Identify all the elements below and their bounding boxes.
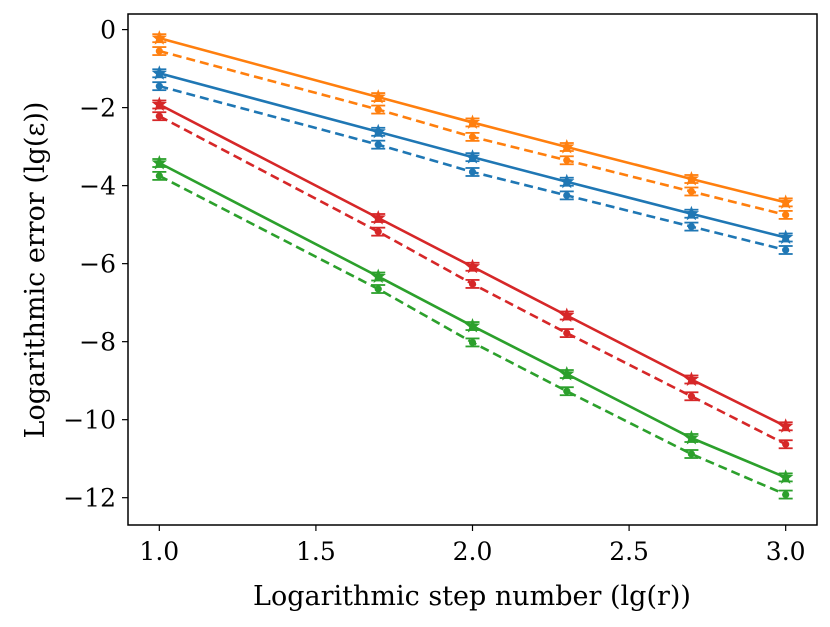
series-red-solid bbox=[151, 96, 794, 433]
data-point-star bbox=[559, 366, 575, 381]
series-orange-solid bbox=[151, 30, 794, 209]
data-point-star bbox=[370, 89, 386, 104]
plot-area: 1.0 1.5 2.0 2.5 3.0 0 −2 −4 −6 −8 −10 −12 bbox=[63, 13, 818, 566]
y-tick-label: −4 bbox=[79, 172, 116, 201]
y-tick-label: −12 bbox=[63, 484, 116, 513]
data-point-star bbox=[370, 210, 386, 225]
data-point-dot bbox=[563, 156, 571, 164]
data-point-star bbox=[370, 123, 386, 139]
data-point-star bbox=[464, 149, 481, 164]
series-blue-solid bbox=[151, 65, 794, 244]
series-blue-dashed bbox=[152, 81, 793, 255]
x-tick-label: 2.5 bbox=[609, 537, 649, 566]
data-point-dot bbox=[468, 280, 477, 288]
x-tick-label: 3.0 bbox=[766, 537, 806, 566]
data-point-dot bbox=[155, 112, 163, 120]
x-tick-label: 2.0 bbox=[453, 537, 493, 566]
data-point-star bbox=[683, 430, 700, 445]
data-point-star bbox=[370, 268, 386, 283]
data-point-star bbox=[683, 205, 700, 221]
data-point-star bbox=[559, 307, 575, 322]
x-tick-label: 1.5 bbox=[296, 537, 336, 566]
data-point-dot bbox=[687, 450, 696, 458]
data-point-dot bbox=[782, 246, 790, 254]
axes-frame bbox=[127, 13, 818, 526]
series-orange-dashed bbox=[152, 46, 793, 220]
data-point-star bbox=[464, 114, 481, 129]
data-point-dot bbox=[687, 392, 696, 400]
data-point-star bbox=[683, 371, 700, 386]
data-point-dot bbox=[374, 105, 382, 114]
y-tick-label: −8 bbox=[79, 328, 116, 357]
data-point-star bbox=[559, 173, 575, 189]
data-point-dot bbox=[374, 228, 382, 236]
data-point-star bbox=[559, 139, 575, 154]
data-point-star bbox=[778, 194, 794, 209]
series-green-dashed bbox=[152, 170, 793, 500]
y-tick-label: 0 bbox=[100, 16, 116, 45]
data-point-dot bbox=[155, 172, 163, 180]
data-point-star bbox=[151, 96, 167, 111]
series-line-red-dashed bbox=[158, 115, 787, 446]
data-point-star bbox=[778, 469, 794, 484]
series-line-green-solid bbox=[158, 161, 787, 479]
x-axis-label: Logarithmic step number (lg(r)) bbox=[253, 581, 691, 612]
data-point-dot bbox=[782, 440, 790, 448]
x-tick-label: 1.0 bbox=[139, 537, 179, 566]
series-line-red-solid bbox=[158, 103, 787, 428]
y-tick-label: −6 bbox=[79, 250, 116, 279]
y-tick-label: −10 bbox=[63, 406, 116, 435]
y-axis-label: Logarithmic error (lg(ε)) bbox=[20, 102, 51, 439]
data-point-dot bbox=[563, 191, 571, 199]
data-point-star bbox=[683, 171, 700, 186]
y-tick-label: −2 bbox=[79, 94, 116, 123]
data-point-dot bbox=[374, 285, 382, 293]
data-point-star bbox=[151, 30, 167, 45]
series-line-blue-solid bbox=[158, 72, 786, 239]
data-point-star bbox=[151, 65, 167, 80]
data-point-dot bbox=[155, 82, 163, 90]
series-layer bbox=[151, 30, 794, 500]
data-point-star bbox=[778, 229, 794, 244]
data-point-dot bbox=[563, 329, 571, 337]
data-point-dot bbox=[374, 141, 382, 149]
data-point-dot bbox=[563, 387, 571, 395]
series-line-blue-dashed bbox=[158, 84, 786, 252]
data-point-star bbox=[778, 418, 794, 433]
data-point-dot bbox=[687, 187, 696, 196]
series-line-orange-dashed bbox=[158, 49, 786, 217]
data-point-dot bbox=[468, 168, 477, 176]
data-point-dot bbox=[782, 490, 790, 499]
data-point-star bbox=[151, 155, 167, 170]
data-point-dot bbox=[468, 133, 477, 141]
data-point-star bbox=[464, 318, 481, 333]
data-point-dot bbox=[782, 211, 790, 219]
tick-layer: 1.0 1.5 2.0 2.5 3.0 0 −2 −4 −6 −8 −10 −12 bbox=[63, 16, 805, 566]
series-green-solid bbox=[151, 155, 794, 484]
data-point-dot bbox=[468, 338, 477, 347]
data-point-dot bbox=[687, 222, 696, 231]
data-point-star bbox=[464, 258, 481, 274]
series-line-green-dashed bbox=[158, 174, 787, 496]
series-red-dashed bbox=[152, 111, 793, 450]
series-line-orange-solid bbox=[158, 36, 786, 204]
data-point-dot bbox=[155, 47, 163, 55]
